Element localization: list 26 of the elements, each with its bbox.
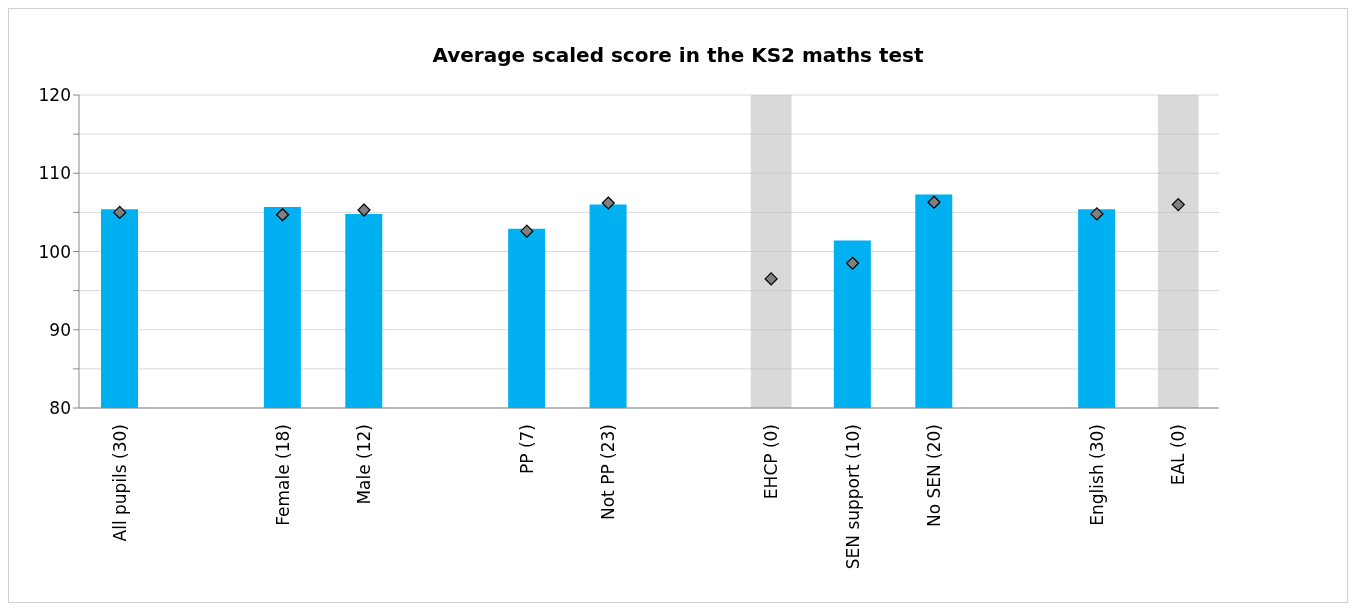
point [764, 272, 778, 286]
point [601, 196, 615, 210]
x-tick-label: All pupils (30) [109, 424, 130, 542]
y-tick-label: 80 [49, 398, 71, 419]
point [357, 203, 371, 217]
y-tick-label: 120 [38, 85, 71, 106]
x-tick-label: EHCP (0) [761, 424, 782, 500]
x-tick-label: No SEN (20) [924, 424, 944, 528]
point [1171, 197, 1185, 212]
y-tick-label: 90 [49, 319, 71, 340]
point [927, 195, 941, 209]
x-tick-label: PP (7) [516, 424, 537, 474]
point [845, 256, 860, 270]
x-tick-label: Female (18) [272, 424, 293, 526]
y-tick-label: 110 [38, 163, 71, 184]
x-tick-label: English (30) [1086, 424, 1107, 526]
x-tick-label: SEN support (10) [842, 424, 863, 570]
point [113, 205, 127, 219]
point [275, 208, 290, 222]
point [520, 224, 534, 238]
x-tick-label: Not PP (23) [598, 424, 619, 520]
x-tick-label: Male (12) [354, 424, 374, 505]
y-tick-label: 100 [38, 241, 71, 262]
chart-title: Average scaled score in the KS2 maths test [431, 42, 925, 69]
x-tick-label: EAL (0) [1168, 424, 1189, 486]
point [1090, 207, 1104, 221]
